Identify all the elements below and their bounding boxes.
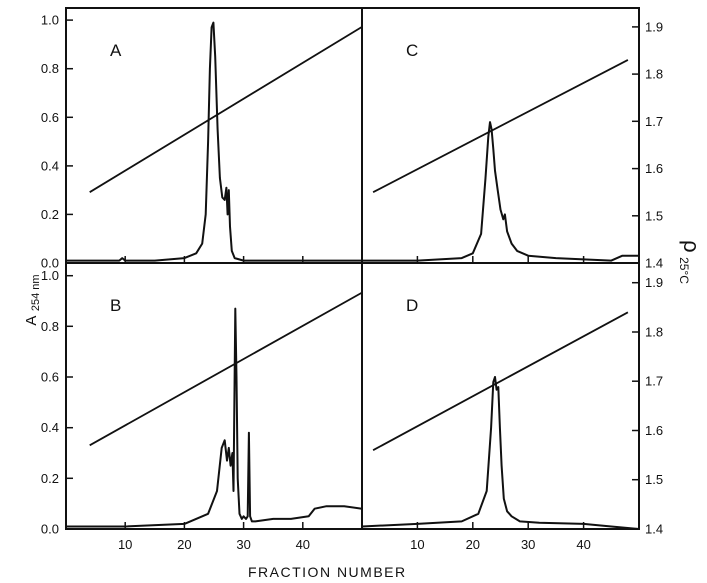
panel-b-density-line bbox=[89, 291, 363, 447]
panel-b-x-tick-label: 30 bbox=[236, 537, 250, 552]
panel-d-density-line bbox=[372, 311, 629, 451]
panel-b-label: B bbox=[110, 296, 121, 315]
panel-c: 1.4 1.5 1.6 1.7 1.8 1.9 C bbox=[361, 7, 663, 271]
left-axis-title-main: A bbox=[23, 316, 40, 326]
panel-d-x-tick-label: 10 bbox=[410, 537, 424, 552]
right-axis-title-sub: 25°C bbox=[677, 257, 691, 284]
panel-d-x-tick-label: 40 bbox=[576, 537, 590, 552]
panel-b: 10 20 30 40 0.0 0.2 0.4 0.6 0.8 1.0 B bbox=[41, 262, 363, 552]
panels-layer: 0.0 0.2 0.4 0.6 0.8 1.0 A 1.4 1.5 1.6 1.7 1.8 1.9 C 10… bbox=[41, 7, 663, 552]
panel-b-absorbance-trace bbox=[66, 307, 363, 528]
panel-b-y-tick-label: 0.2 bbox=[41, 471, 59, 486]
x-axis-title: FRACTION NUMBER bbox=[248, 564, 407, 580]
panel-b-x-tick-label: 10 bbox=[118, 537, 132, 552]
panel-b-y-tick-label: 0.6 bbox=[41, 370, 59, 385]
panel-b-x-tick-label: 40 bbox=[296, 537, 310, 552]
panel-b-y-tick-label: 1.0 bbox=[41, 268, 59, 283]
panel-a-density-line bbox=[89, 26, 363, 193]
left-axis-title: A 254 nm bbox=[23, 274, 42, 325]
left-axis-title-sub: 254 nm bbox=[30, 274, 42, 311]
panel-d-frame bbox=[361, 262, 640, 530]
panel-d-x-tick-label: 20 bbox=[466, 537, 480, 552]
right-axis-title-main: ρ bbox=[679, 240, 704, 253]
panel-a-y-tick-label: 0.2 bbox=[41, 207, 59, 222]
panel-c-frame bbox=[361, 7, 640, 264]
panel-c-y2-tick-label: 1.4 bbox=[645, 256, 663, 271]
panel-c-y2-tick-label: 1.5 bbox=[645, 208, 663, 223]
panel-a-label: A bbox=[110, 41, 122, 60]
panel-d-x-tick-label: 30 bbox=[521, 537, 535, 552]
panel-d-y2-tick-label: 1.5 bbox=[645, 472, 663, 487]
panel-d-y2-tick-label: 1.6 bbox=[645, 423, 663, 438]
panel-a: 0.0 0.2 0.4 0.6 0.8 1.0 A bbox=[41, 7, 363, 271]
panel-b-y-tick-label: 0.0 bbox=[41, 522, 59, 537]
panel-d-y2-tick-label: 1.8 bbox=[645, 325, 663, 340]
panel-a-absorbance-trace bbox=[66, 21, 362, 262]
panel-a-y-tick-label: 0.8 bbox=[41, 61, 59, 76]
panel-b-y-tick-label: 0.8 bbox=[41, 319, 59, 334]
panel-a-y-tick-label: 0.6 bbox=[41, 110, 59, 125]
panel-d-y2-tick-label: 1.4 bbox=[645, 522, 663, 537]
panel-b-x-tick-label: 20 bbox=[177, 537, 191, 552]
panel-d-y2-tick-label: 1.7 bbox=[645, 374, 663, 389]
panel-d: 10 20 30 40 1.4 1.5 1.6 1.7 1.8 1.9 D bbox=[361, 262, 663, 552]
panel-d-label: D bbox=[406, 296, 418, 315]
panel-c-y2-tick-label: 1.6 bbox=[645, 161, 663, 176]
panel-d-y2-tick-label: 1.9 bbox=[645, 275, 663, 290]
panel-a-y-tick-label: 0.0 bbox=[41, 256, 59, 271]
panel-c-absorbance-trace bbox=[362, 121, 639, 262]
panel-d-absorbance-trace bbox=[361, 376, 640, 530]
panel-b-y-tick-label: 0.4 bbox=[41, 420, 59, 435]
panel-c-y2-tick-label: 1.7 bbox=[645, 114, 663, 129]
panel-c-y2-tick-label: 1.9 bbox=[645, 19, 663, 34]
panel-c-density-line bbox=[372, 59, 629, 193]
right-axis-title: ρ 25°C bbox=[677, 240, 704, 284]
panel-c-y2-tick-label: 1.8 bbox=[645, 67, 663, 82]
panel-a-y-tick-label: 1.0 bbox=[41, 13, 59, 28]
panel-c-label: C bbox=[406, 41, 418, 60]
panel-a-y-tick-label: 0.4 bbox=[41, 158, 59, 173]
